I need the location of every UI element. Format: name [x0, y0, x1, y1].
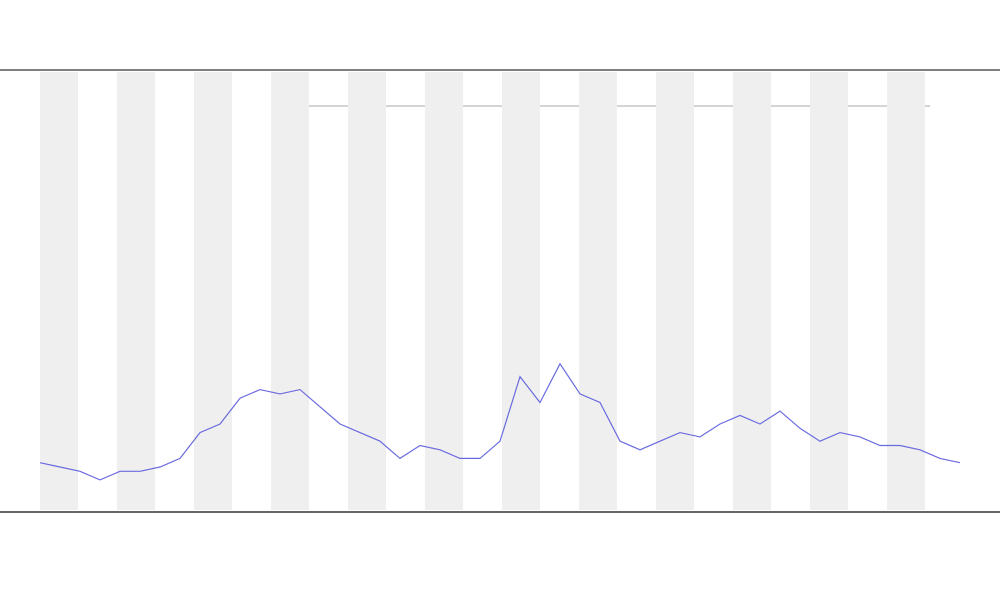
- band: [733, 72, 771, 510]
- band: [887, 72, 925, 510]
- band: [656, 72, 694, 510]
- band: [425, 72, 463, 510]
- band: [579, 72, 617, 510]
- band: [194, 72, 232, 510]
- band: [271, 72, 309, 510]
- band: [810, 72, 848, 510]
- band: [117, 72, 155, 510]
- band: [502, 72, 540, 510]
- band: [40, 72, 78, 510]
- series-line: [39, 362, 961, 481]
- band: [348, 72, 386, 510]
- bands: [40, 72, 925, 510]
